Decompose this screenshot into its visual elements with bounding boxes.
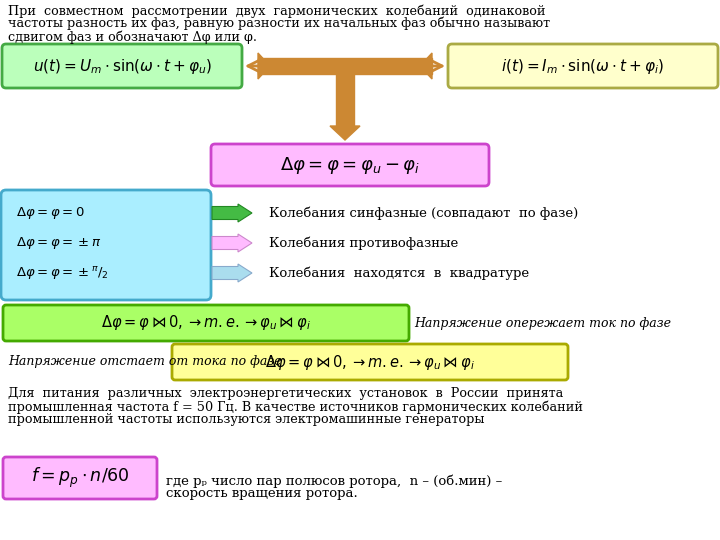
Text: $i(t)=I_{m}\cdot\sin(\omega\cdot t+\varphi_{i})$: $i(t)=I_{m}\cdot\sin(\omega\cdot t+\varp… [501,57,665,76]
FancyBboxPatch shape [211,144,489,186]
Text: $\Delta\varphi=\varphi=\pm\pi$: $\Delta\varphi=\varphi=\pm\pi$ [16,235,102,251]
Text: $\Delta\varphi=\varphi\bowtie 0,\rightarrow\mathit{m.e.}\rightarrow\varphi_{u}\b: $\Delta\varphi=\varphi\bowtie 0,\rightar… [265,353,475,372]
Text: Колебания противофазные: Колебания противофазные [269,237,458,249]
Text: частоты разность их фаз, равную разности их начальных фаз обычно называют: частоты разность их фаз, равную разности… [8,17,550,30]
Text: Напряжение отстает от тока по фазе: Напряжение отстает от тока по фазе [8,355,282,368]
Text: Колебания синфазные (совпадают  по фазе): Колебания синфазные (совпадают по фазе) [269,206,578,220]
FancyBboxPatch shape [172,344,568,380]
Text: где pₚ число пар полюсов ротора,  n – (об.мин) –: где pₚ число пар полюсов ротора, n – (об… [166,474,503,488]
Polygon shape [336,74,354,126]
Text: $f=p_{p}\cdot n/60$: $f=p_{p}\cdot n/60$ [31,466,130,490]
Text: $\Delta\varphi=\varphi=0$: $\Delta\varphi=\varphi=0$ [16,205,84,221]
FancyBboxPatch shape [3,305,409,341]
Text: Напряжение опережает ток по фазе: Напряжение опережает ток по фазе [414,316,671,329]
Text: скорость вращения ротора.: скорость вращения ротора. [166,487,358,500]
FancyBboxPatch shape [3,457,157,499]
FancyBboxPatch shape [448,44,718,88]
Polygon shape [258,58,432,74]
Polygon shape [330,126,360,140]
Text: промышленная частота f = 50 Гц. В качестве источников гармонических колебаний: промышленная частота f = 50 Гц. В качест… [8,400,583,414]
Text: $\Delta\varphi=\varphi=\varphi_{u}-\varphi_{i}$: $\Delta\varphi=\varphi=\varphi_{u}-\varp… [280,154,420,176]
Text: $\Delta\varphi=\varphi=\pm^{\pi}/_{2}$: $\Delta\varphi=\varphi=\pm^{\pi}/_{2}$ [16,265,109,281]
Text: При  совместном  рассмотрении  двух  гармонических  колебаний  одинаковой: При совместном рассмотрении двух гармони… [8,4,546,17]
FancyArrow shape [212,264,252,282]
Polygon shape [420,53,432,79]
FancyArrow shape [212,234,252,252]
Polygon shape [258,53,270,79]
Text: $\Delta\varphi=\varphi\bowtie 0,\rightarrow\mathit{m.e.}\rightarrow\varphi_{u}\b: $\Delta\varphi=\varphi\bowtie 0,\rightar… [101,314,311,333]
FancyBboxPatch shape [1,190,211,300]
Text: Для  питания  различных  электроэнергетических  установок  в  России  принята: Для питания различных электроэнергетичес… [8,387,563,400]
Text: сдвигом фаз и обозначают Δφ или φ.: сдвигом фаз и обозначают Δφ или φ. [8,30,257,44]
Text: промышленной частоты используются электромашинные генераторы: промышленной частоты используются электр… [8,413,485,426]
Text: Колебания  находятся  в  квадратуре: Колебания находятся в квадратуре [269,266,529,280]
FancyArrow shape [212,204,252,222]
FancyBboxPatch shape [2,44,242,88]
Text: $u(t)=U_{m}\cdot\sin(\omega\cdot t+\varphi_{u})$: $u(t)=U_{m}\cdot\sin(\omega\cdot t+\varp… [32,57,212,76]
